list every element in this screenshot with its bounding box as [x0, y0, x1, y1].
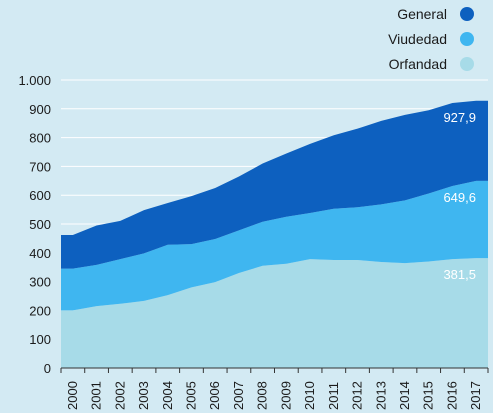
legend-label-viudedad: Viudedad [388, 31, 447, 47]
y-tick-label: 100 [29, 332, 51, 347]
x-tick-label: 2017 [468, 381, 483, 410]
x-tick-label: 2004 [160, 381, 175, 410]
x-tick-label: 2013 [373, 381, 388, 410]
y-tick-label: 1.000 [18, 73, 51, 88]
x-tick-label: 2011 [326, 382, 341, 410]
legend: General Viudedad Orfandad [388, 6, 474, 72]
data-label-general: 927,9 [443, 110, 476, 125]
legend-swatch-viudedad [460, 32, 474, 46]
x-tick-label: 2002 [112, 381, 127, 410]
x-tick-label: 2005 [183, 381, 198, 410]
x-tick-label: 2000 [65, 381, 80, 410]
x-tick-label: 2003 [136, 381, 151, 410]
y-tick-label: 0 [44, 361, 51, 376]
y-tick-label: 900 [29, 102, 51, 117]
x-tick-label: 2016 [444, 381, 459, 410]
x-tick-label: 2006 [207, 381, 222, 410]
y-tick-label: 500 [29, 217, 51, 232]
x-tick-label: 2014 [397, 381, 412, 410]
y-tick-label: 400 [29, 246, 51, 261]
x-tick-label: 2008 [255, 381, 270, 410]
area-viudedad [61, 180, 488, 311]
area-general [61, 100, 488, 269]
area-series [61, 100, 488, 368]
data-label-viudedad: 649,6 [443, 190, 476, 205]
y-tick-label: 600 [29, 188, 51, 203]
x-tick-label: 2015 [421, 381, 436, 410]
y-axis: 0 100 200 300 400 500 600 700 800 900 1.000 [18, 73, 51, 376]
legend-label-general: General [397, 6, 447, 22]
x-tick-label: 2007 [231, 381, 246, 410]
x-tick-label: 2009 [278, 381, 293, 410]
data-labels: 381,5 649,6 927,9 [443, 110, 476, 282]
x-tick-label: 2010 [302, 381, 317, 410]
y-tick-label: 700 [29, 159, 51, 174]
y-tick-label: 200 [29, 303, 51, 318]
legend-label-orfandad: Orfandad [389, 56, 447, 72]
data-label-orfandad: 381,5 [443, 267, 476, 282]
y-tick-label: 800 [29, 131, 51, 146]
area-orfandad [61, 258, 488, 368]
x-axis: 2000 2001 2002 2003 2004 2005 2006 2007 2008 2009… [60, 367, 489, 410]
legend-swatch-orfandad [460, 57, 474, 71]
x-tick-label: 2001 [89, 381, 104, 410]
y-tick-label: 300 [29, 275, 51, 290]
legend-swatch-general [460, 7, 474, 21]
x-tick-label: 2012 [350, 381, 365, 410]
